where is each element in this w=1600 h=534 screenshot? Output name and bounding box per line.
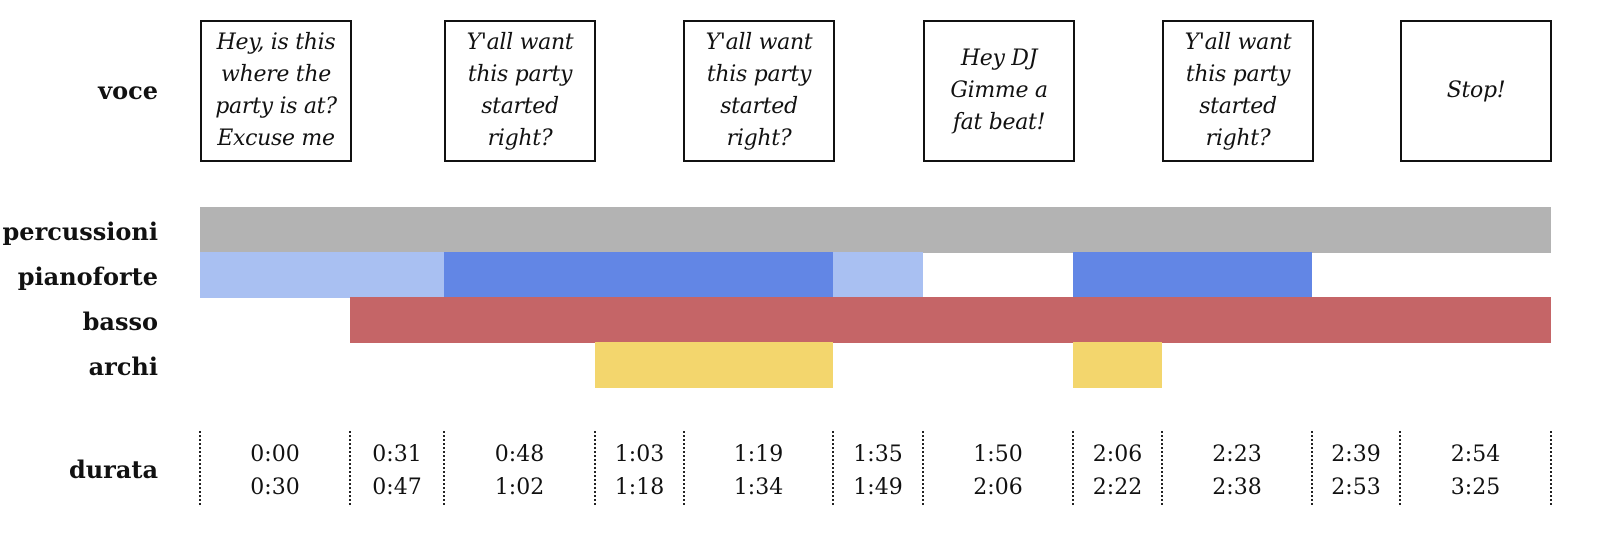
time-start: 1:19 — [733, 442, 784, 467]
time-range: 2:06 2:22 — [1078, 438, 1158, 504]
time-end: 2:22 — [1092, 475, 1143, 500]
time-end: 1:49 — [853, 475, 903, 500]
label-pianoforte: pianoforte — [17, 262, 158, 291]
time-end: 2:06 — [973, 475, 1023, 500]
time-end: 1:02 — [494, 475, 545, 500]
time-start: 0:48 — [494, 442, 545, 467]
time-end: 1:34 — [733, 475, 784, 500]
time-start: 2:06 — [1092, 442, 1143, 467]
time-end: 2:38 — [1212, 475, 1262, 500]
pianoforte-bar — [200, 252, 444, 298]
pianoforte-bar — [1073, 252, 1312, 298]
label-voce: voce — [98, 76, 158, 105]
time-end: 2:53 — [1331, 475, 1381, 500]
lyric-text: Hey, is this where the party is at? Excu… — [215, 30, 337, 151]
segment-divider — [832, 431, 834, 505]
lyric-box: Y'all want this party started right? — [683, 20, 835, 162]
lyric-text: Stop! — [1446, 78, 1506, 103]
time-end: 1:18 — [614, 475, 665, 500]
time-range: 1:50 2:06 — [958, 438, 1038, 504]
time-range: 1:03 1:18 — [600, 438, 680, 504]
segment-divider — [199, 431, 201, 505]
label-archi: archi — [88, 352, 158, 381]
lyric-text: Y'all want this party started right? — [466, 30, 574, 151]
time-end: 0:47 — [372, 475, 422, 500]
archi-bar — [595, 342, 833, 388]
time-end: 3:25 — [1450, 475, 1501, 500]
time-start: 1:50 — [973, 442, 1023, 467]
segment-divider — [1072, 431, 1074, 505]
label-basso: basso — [82, 307, 158, 336]
lyric-box: Stop! — [1400, 20, 1552, 162]
time-start: 0:31 — [372, 442, 422, 467]
lyric-box: Hey DJ Gimme a fat beat! — [923, 20, 1075, 162]
time-start: 2:39 — [1331, 442, 1381, 467]
time-start: 1:03 — [614, 442, 665, 467]
segment-divider — [443, 431, 445, 505]
time-start: 2:54 — [1450, 442, 1501, 467]
time-start: 1:35 — [853, 442, 903, 467]
time-start: 0:00 — [250, 442, 300, 467]
segment-divider — [1550, 431, 1552, 505]
percussioni-bar — [200, 207, 1551, 253]
segment-divider — [683, 431, 685, 505]
archi-bar — [1073, 342, 1162, 388]
segment-divider — [349, 431, 351, 505]
time-range: 0:00 0:30 — [235, 438, 315, 504]
segment-divider — [922, 431, 924, 505]
segment-divider — [1161, 431, 1163, 505]
pianoforte-bar — [444, 252, 833, 298]
time-start: 2:23 — [1212, 442, 1262, 467]
label-durata: durata — [68, 455, 158, 484]
basso-bar — [350, 297, 1551, 343]
lyric-text: Hey DJ Gimme a fat beat! — [950, 46, 1048, 135]
lyric-box: Y'all want this party started right? — [1162, 20, 1314, 162]
time-range: 1:35 1:49 — [838, 438, 918, 504]
lyric-text: Y'all want this party started right? — [1184, 30, 1292, 151]
lyric-text: Y'all want this party started right? — [705, 30, 813, 151]
lyric-box: Hey, is this where the party is at? Excu… — [200, 20, 352, 162]
time-end: 0:30 — [250, 475, 300, 500]
segment-divider — [1399, 431, 1401, 505]
label-percussioni: percussioni — [2, 217, 158, 246]
time-range: 0:48 1:02 — [480, 438, 560, 504]
segment-divider — [1311, 431, 1313, 505]
time-range: 1:19 1:34 — [719, 438, 799, 504]
segment-divider — [594, 431, 596, 505]
time-range: 2:23 2:38 — [1197, 438, 1277, 504]
time-range: 2:54 3:25 — [1436, 438, 1516, 504]
time-range: 2:39 2:53 — [1316, 438, 1396, 504]
pianoforte-bar — [833, 252, 923, 298]
lyric-box: Y'all want this party started right? — [444, 20, 596, 162]
time-range: 0:31 0:47 — [357, 438, 437, 504]
